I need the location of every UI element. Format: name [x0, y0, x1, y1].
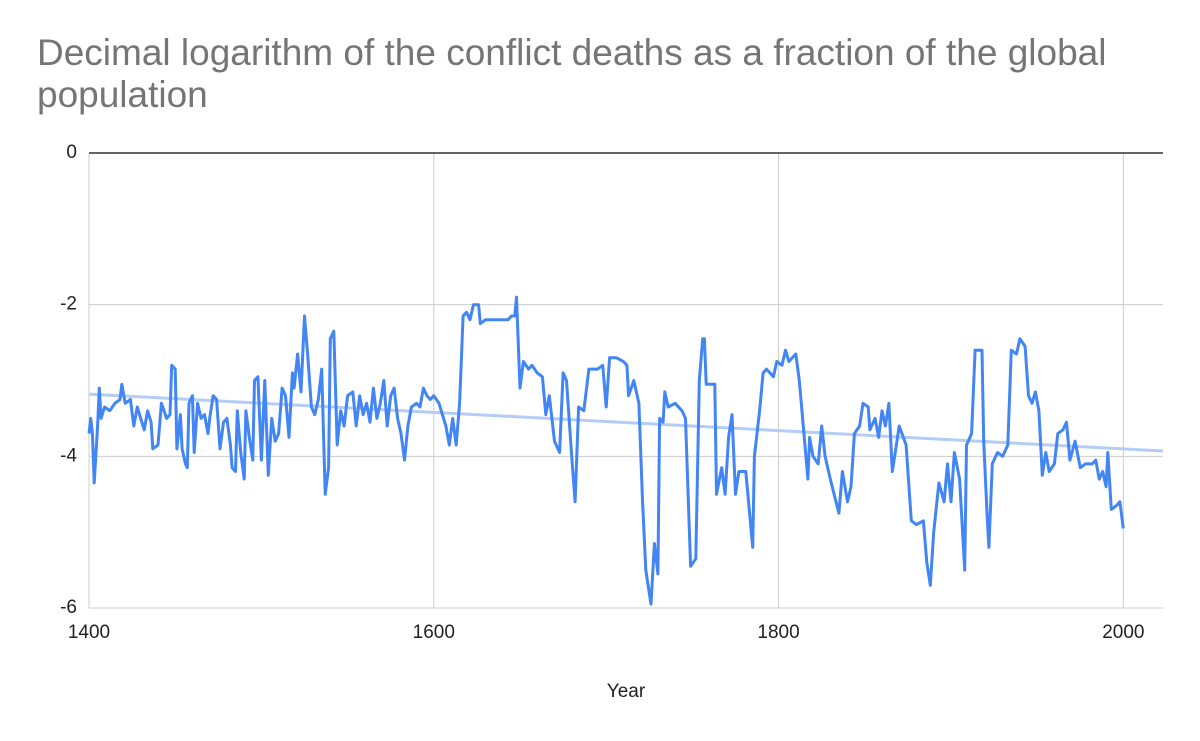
x-tick-label: 1800	[757, 622, 799, 643]
x-tick-label: 1400	[68, 622, 110, 643]
x-axis-label: Year	[607, 681, 646, 702]
y-tick-label: -4	[60, 445, 77, 466]
x-tick-label: 1600	[413, 622, 455, 643]
chart-title: Decimal logarithm of the conflict deaths…	[37, 32, 1107, 115]
y-tick-label: 0	[66, 142, 77, 163]
data-line	[87, 295, 1125, 606]
y-tick-label: -6	[60, 597, 77, 618]
x-tick-label: 2000	[1102, 622, 1144, 643]
y-tick-label: -2	[60, 294, 77, 315]
